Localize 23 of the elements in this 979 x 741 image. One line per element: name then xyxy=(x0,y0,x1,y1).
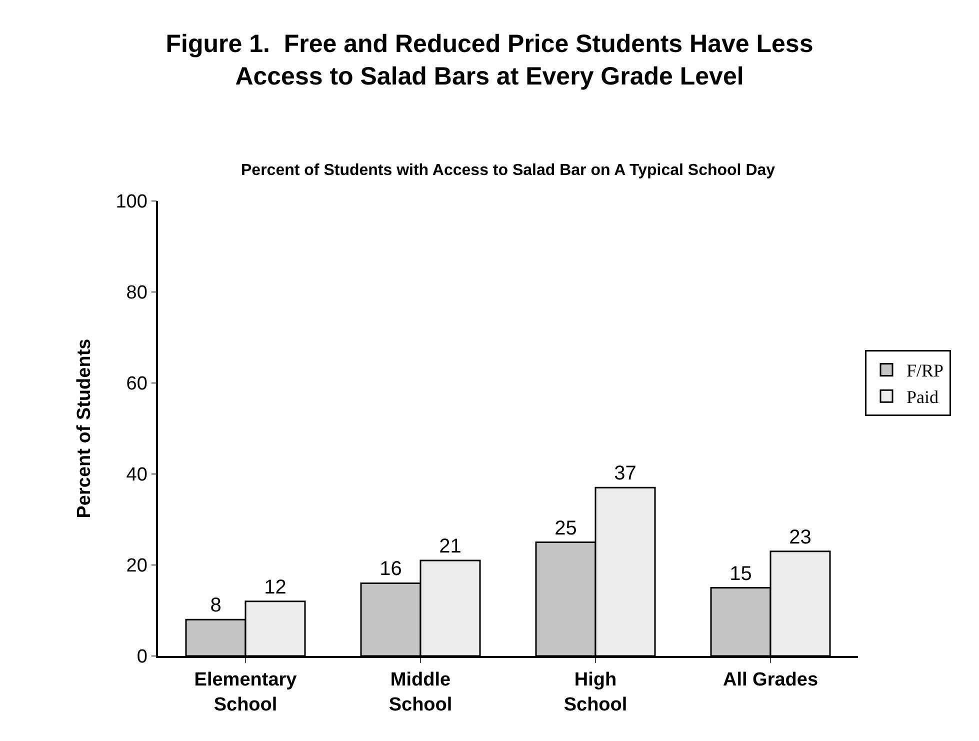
data-label: 8 xyxy=(210,594,222,617)
y-tick-label: 100 xyxy=(116,192,148,213)
y-tick-label: 60 xyxy=(126,374,148,395)
data-label: 37 xyxy=(614,462,636,485)
x-tick-label: All Grades xyxy=(722,670,818,691)
data-label: 21 xyxy=(439,535,462,558)
x-tick-label: Middle School xyxy=(388,670,452,716)
x-tick-label: High School xyxy=(564,670,628,716)
y-tick-label: 20 xyxy=(126,556,148,577)
data-label: 25 xyxy=(554,517,577,540)
y-axis-title: Percent of Students xyxy=(74,338,96,518)
data-label: 16 xyxy=(380,558,402,580)
data-label: 15 xyxy=(730,562,752,585)
y-tick-label: 80 xyxy=(126,282,148,304)
legend-label: F/RP xyxy=(906,360,944,381)
data-label: 12 xyxy=(264,576,286,598)
legend-label: Paid xyxy=(906,387,939,408)
chart-title: Figure 1. Free and Reduced Price Students Have Less Access to Salad Bars at Every Grade Level xyxy=(166,30,814,90)
chart-subtitle: Percent of Students with Access to Salad Bar on A Typical School Day xyxy=(241,162,776,179)
data-label: 23 xyxy=(789,526,812,548)
x-tick-label: Elementary School xyxy=(194,670,298,716)
y-tick-label: 40 xyxy=(126,464,148,486)
y-tick-label: 0 xyxy=(136,646,148,668)
